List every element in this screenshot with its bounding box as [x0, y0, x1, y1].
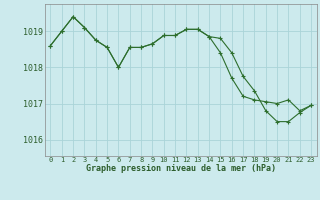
- X-axis label: Graphe pression niveau de la mer (hPa): Graphe pression niveau de la mer (hPa): [86, 164, 276, 173]
